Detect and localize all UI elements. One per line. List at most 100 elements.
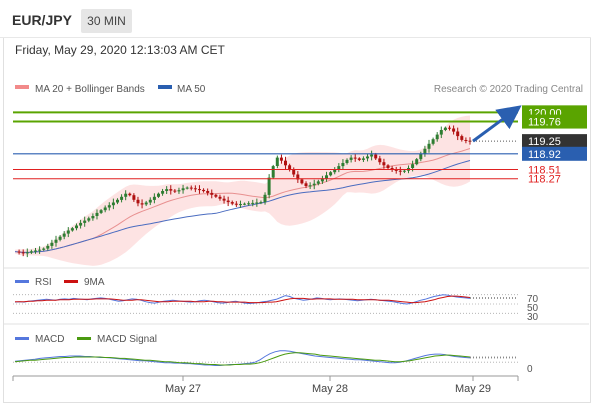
candle-body [337, 166, 341, 170]
candle-body [448, 127, 451, 129]
candle-body [25, 252, 29, 254]
pivot-label: 118.92 [528, 149, 561, 161]
candle-body [415, 159, 419, 165]
candle-body [226, 200, 230, 203]
candle-body [202, 189, 206, 192]
series-line [14, 352, 471, 366]
candle-body [316, 181, 320, 184]
candle-body [279, 157, 283, 161]
candle-body [320, 178, 324, 182]
candle-body [419, 153, 423, 160]
candle-body [411, 164, 415, 168]
candle-body [38, 249, 42, 251]
candle-body [120, 196, 124, 200]
candle-body [206, 191, 210, 193]
candle-body [218, 196, 222, 199]
bollinger-band [15, 115, 470, 266]
candle-body [152, 196, 156, 200]
price-plot [14, 115, 472, 266]
candle-body [42, 248, 46, 250]
ma50-line [14, 160, 471, 253]
candle-body [329, 172, 333, 176]
candle-body [165, 189, 169, 191]
legend-label-ma20: MA 20 + Bollinger Bands [35, 84, 145, 95]
candle-body [251, 202, 255, 204]
candle-body [91, 216, 95, 219]
current-price-label-bg [522, 134, 587, 149]
candle-body [128, 193, 132, 196]
candle-body [62, 233, 66, 237]
rsi-plot [13, 294, 518, 314]
candle-body [263, 194, 267, 203]
candle-body [75, 225, 78, 229]
candle-body [193, 188, 197, 190]
candle-body [234, 203, 238, 205]
resistance-label-bg [522, 114, 587, 129]
candle-body [247, 203, 251, 205]
candle-body [390, 168, 394, 170]
candle-body [349, 157, 353, 160]
candle-body [95, 212, 99, 216]
candle-body [345, 159, 349, 163]
legend-swatch-rsi [15, 280, 29, 283]
candle-body [452, 128, 456, 132]
pivot-label-bg [522, 146, 587, 161]
candle-body [79, 222, 83, 226]
timeframe-badge[interactable]: 30 MIN [81, 9, 132, 33]
rsi-tick-70: 70 [527, 294, 539, 305]
legend-swatch-ma50 [158, 85, 172, 89]
legend-label-macd: MACD [35, 334, 64, 345]
candle-body [144, 202, 148, 205]
legend-label-rsi: RSI [35, 277, 52, 288]
candle-body [427, 143, 431, 149]
candle-body [374, 154, 378, 159]
legend-label-macd-signal: MACD Signal [97, 334, 157, 345]
candle-body [136, 199, 140, 204]
legend-swatch-ma20 [15, 85, 29, 89]
series-line [14, 350, 471, 366]
candle-body [50, 242, 54, 246]
candle-body [243, 203, 246, 205]
legend-label-ma50: MA 50 [177, 84, 206, 95]
candle-body [161, 191, 165, 194]
rsi-tick-50: 50 [527, 303, 539, 314]
candle-body [325, 175, 328, 179]
candle-body [210, 192, 214, 195]
candle-body [308, 185, 312, 187]
candle-body [116, 199, 119, 203]
candle-body [370, 154, 374, 157]
candle-body [386, 165, 390, 168]
candle-body [284, 160, 287, 166]
header-divider [0, 37, 591, 38]
legend-label-9ma: 9MA [84, 277, 105, 288]
candle-body [173, 190, 177, 192]
chart-frame [3, 38, 591, 403]
macd-tick-0: 0 [527, 364, 533, 375]
x-tick-label-may29: May 29 [455, 383, 491, 395]
candle-body [259, 202, 263, 204]
forecast-arrow [472, 105, 522, 143]
candle-body [382, 162, 386, 166]
candle-body [189, 187, 193, 189]
candle-body [361, 158, 365, 160]
candle-body [357, 158, 361, 160]
candle-body [341, 163, 345, 167]
candle-body [292, 169, 296, 175]
candle-body [394, 169, 398, 171]
candle-body [66, 230, 70, 234]
legend-swatch-9ma [64, 280, 78, 283]
candle-body [239, 204, 242, 206]
rsi-tick-30: 30 [527, 312, 539, 323]
candle-body [140, 203, 144, 205]
candle-body [87, 218, 91, 221]
candle-body [132, 195, 136, 200]
x-tick-label-may28: May 28 [312, 383, 348, 395]
macd-plot [13, 350, 518, 366]
x-tick-label-may27: May 27 [165, 383, 201, 395]
candle-body [46, 245, 50, 249]
candle-body [353, 157, 357, 159]
legend-swatch-macd-signal [77, 337, 91, 340]
candle-body [402, 170, 406, 172]
